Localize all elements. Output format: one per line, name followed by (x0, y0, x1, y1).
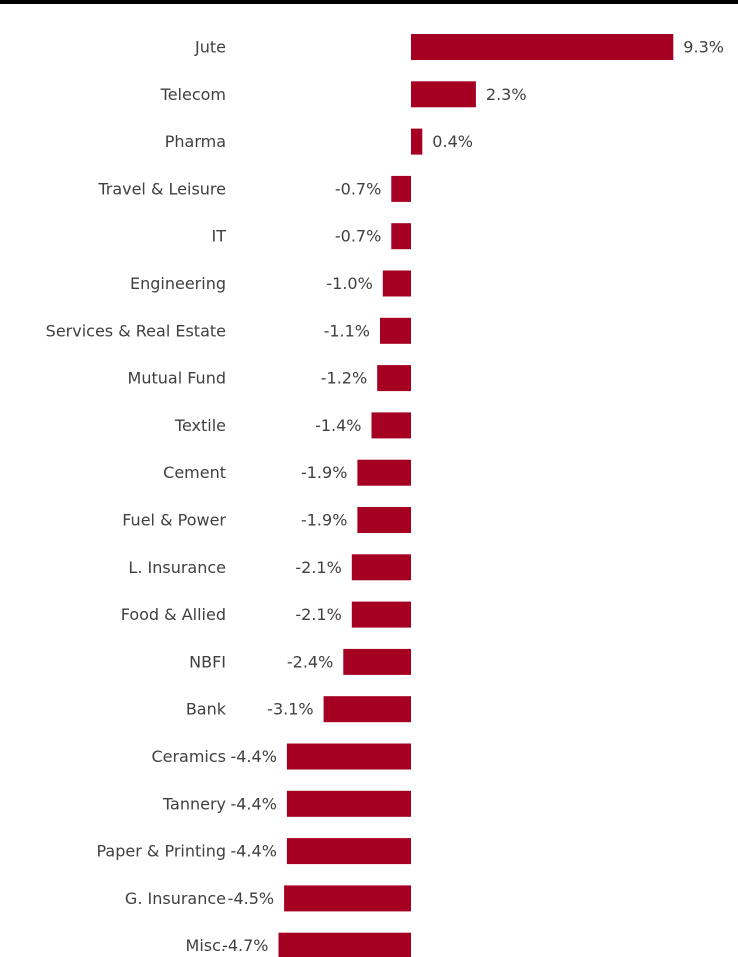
value-label-engineering: -1.0% (326, 274, 372, 293)
value-label-misc: -4.7% (222, 936, 268, 955)
value-label-services-real-estate: -1.1% (324, 321, 370, 340)
value-label-ceramics: -4.4% (230, 747, 276, 766)
value-label-textile: -1.4% (315, 416, 361, 435)
category-label-services-real-estate: Services & Real Estate (46, 321, 226, 340)
category-label-jute: Jute (194, 38, 226, 57)
value-label-tannery: -4.4% (230, 794, 276, 813)
value-label-g-insurance: -4.5% (228, 889, 274, 908)
value-label-pharma: 0.4% (432, 132, 473, 151)
value-label-cement: -1.9% (301, 463, 347, 482)
category-label-g-insurance: G. Insurance (125, 889, 226, 908)
category-label-ceramics: Ceramics (151, 747, 226, 766)
category-label-tannery: Tannery (162, 794, 226, 813)
value-label-telecom: 2.3% (486, 85, 527, 104)
bar-food-allied (351, 601, 411, 628)
bar-tannery (286, 790, 411, 817)
value-label-mutual-fund: -1.2% (321, 369, 367, 388)
bar-pharma (411, 128, 423, 155)
category-labels-group: Jute Telecom Pharma Travel & Leisure IT Engin… (46, 38, 227, 956)
category-label-it: IT (212, 227, 227, 246)
bar-jute (411, 34, 674, 60)
category-label-telecom: Telecom (160, 85, 226, 104)
value-label-nbfi: -2.4% (287, 652, 333, 671)
bars-group (278, 34, 674, 957)
bar-paper-printing (286, 838, 411, 865)
value-labels-group: 9.3% 2.3% 0.4% -0.7% -0.7% -1.0% -1.1% -1.2% -1.… (222, 38, 724, 956)
bar-it (391, 223, 411, 250)
top-rule (0, 0, 738, 4)
category-label-bank: Bank (186, 700, 227, 719)
bar-travel-leisure (391, 175, 411, 202)
bar-misc (278, 932, 411, 957)
category-label-travel-leisure: Travel & Leisure (97, 179, 226, 198)
category-label-l-insurance: L. Insurance (128, 558, 226, 577)
bar-fuel-power (357, 507, 411, 533)
bar-bank (323, 696, 411, 723)
value-label-paper-printing: -4.4% (230, 842, 276, 861)
category-label-pharma: Pharma (165, 132, 226, 151)
bar-textile (371, 412, 411, 439)
value-label-fuel-power: -1.9% (301, 511, 347, 530)
bar-ceramics (286, 743, 411, 770)
bar-engineering (382, 270, 411, 297)
value-label-jute: 9.3% (683, 38, 724, 57)
category-label-engineering: Engineering (130, 274, 226, 293)
bar-telecom (411, 81, 476, 108)
value-label-it: -0.7% (335, 227, 381, 246)
bar-mutual-fund (377, 365, 411, 392)
category-label-cement: Cement (163, 463, 226, 482)
bar-g-insurance (284, 885, 411, 912)
bar-services-real-estate (380, 317, 411, 344)
category-label-paper-printing: Paper & Printing (96, 842, 226, 861)
value-label-travel-leisure: -0.7% (335, 179, 381, 198)
bar-l-insurance (351, 554, 411, 581)
value-label-bank: -3.1% (267, 700, 313, 719)
category-label-fuel-power: Fuel & Power (122, 511, 226, 530)
bar-cement (357, 459, 411, 486)
category-label-nbfi: NBFI (189, 652, 226, 671)
value-label-food-allied: -2.1% (295, 605, 341, 624)
category-label-textile: Textile (174, 416, 226, 435)
category-label-mutual-fund: Mutual Fund (128, 369, 226, 388)
category-label-misc: Misc. (186, 936, 226, 955)
bar-nbfi (343, 648, 411, 675)
category-label-food-allied: Food & Allied (121, 605, 226, 624)
value-label-l-insurance: -2.1% (295, 558, 341, 577)
